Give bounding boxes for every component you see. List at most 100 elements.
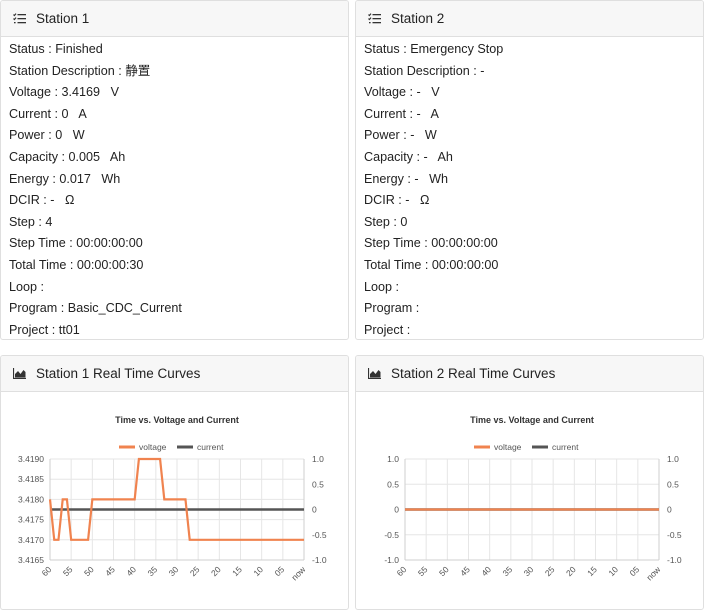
info-unit: Ah bbox=[437, 149, 453, 164]
info-separator: : bbox=[403, 171, 415, 186]
info-unit: A bbox=[78, 106, 87, 121]
info-row: Program : bbox=[356, 298, 703, 320]
info-label: Capacity bbox=[364, 149, 413, 164]
list-check-icon bbox=[13, 13, 26, 24]
info-label: Station Description bbox=[9, 63, 115, 78]
y-left-tick-label: 3.4185 bbox=[18, 474, 44, 484]
x-tick-label: 20 bbox=[209, 564, 223, 578]
legend-voltage-label[interactable]: voltage bbox=[139, 442, 167, 452]
info-unit: Ah bbox=[109, 149, 126, 164]
info-value: 00:00:00:00 bbox=[76, 236, 143, 251]
x-tick-label: 50 bbox=[82, 564, 96, 578]
info-label: Current bbox=[364, 106, 406, 121]
area-chart-icon bbox=[368, 368, 381, 379]
station2-card: Station 2 Status : Emergency Stop Station… bbox=[355, 0, 704, 340]
info-value: - bbox=[414, 171, 419, 186]
x-tick-label: 35 bbox=[145, 564, 159, 578]
info-separator: : bbox=[66, 257, 77, 272]
info-row: Total Time : 00:00:00:30 bbox=[1, 255, 348, 277]
info-spacer bbox=[100, 85, 111, 99]
info-label: Loop bbox=[364, 279, 393, 294]
info-label: Power bbox=[9, 128, 45, 143]
info-value: - bbox=[50, 193, 55, 208]
y-left-tick-label: -0.5 bbox=[384, 530, 399, 540]
info-row: Project : bbox=[356, 320, 703, 339]
x-tick-label: 55 bbox=[416, 564, 430, 578]
info-value: Basic_CDC_Current bbox=[67, 301, 182, 316]
station1-header: Station 1 bbox=[1, 1, 348, 37]
y-left-tick-label: 3.4180 bbox=[18, 494, 44, 504]
info-separator: : bbox=[48, 171, 60, 186]
info-row: Step : 4 bbox=[1, 212, 348, 234]
info-label: Station Description bbox=[364, 63, 470, 78]
chart-title: Time vs. Voltage and Current bbox=[470, 415, 594, 425]
x-tick-label: 40 bbox=[124, 564, 138, 578]
info-label: Loop bbox=[9, 279, 38, 294]
info-value: 0.017 bbox=[59, 171, 91, 186]
info-value: - bbox=[416, 106, 421, 121]
info-row: DCIR : - Ω bbox=[356, 190, 703, 212]
info-label: DCIR bbox=[9, 193, 40, 208]
info-value: tt01 bbox=[58, 322, 80, 337]
x-tick-label: 50 bbox=[437, 564, 451, 578]
info-unit: Ω bbox=[420, 193, 430, 208]
y-right-tick-label: 0 bbox=[312, 505, 317, 515]
legend-current-label[interactable]: current bbox=[552, 442, 579, 452]
station1-title: Station 1 bbox=[36, 11, 90, 26]
y-right-tick-label: -0.5 bbox=[667, 530, 682, 540]
y-left-tick-label: 3.4190 bbox=[18, 454, 44, 464]
y-left-tick-label: -1.0 bbox=[384, 555, 399, 565]
info-spacer bbox=[419, 172, 430, 186]
info-spacer bbox=[69, 107, 79, 121]
info-separator: : bbox=[37, 279, 48, 294]
info-row: Energy : 0.017 Wh bbox=[1, 169, 348, 191]
x-tick-label: 25 bbox=[188, 564, 202, 578]
info-value: 0 bbox=[400, 214, 408, 229]
info-separator: : bbox=[51, 85, 62, 100]
info-label: Total Time bbox=[364, 257, 422, 272]
y-left-tick-label: 1.0 bbox=[387, 454, 399, 464]
info-spacer bbox=[421, 85, 432, 99]
info-unit: Wh bbox=[101, 171, 121, 186]
info-label: Energy bbox=[364, 171, 404, 186]
info-label: Status bbox=[9, 42, 45, 56]
info-label: Project bbox=[9, 322, 49, 337]
series-line-voltage bbox=[48, 457, 304, 541]
info-row: Status : Finished bbox=[1, 39, 348, 61]
info-value: 静置 bbox=[125, 63, 151, 78]
info-value: 3.4169 bbox=[61, 85, 101, 100]
info-separator: : bbox=[406, 106, 417, 121]
x-tick-label: 60 bbox=[40, 564, 54, 578]
info-value: 0 bbox=[55, 128, 63, 143]
info-separator: : bbox=[51, 106, 62, 121]
info-separator: : bbox=[392, 279, 403, 294]
info-separator: : bbox=[39, 193, 51, 208]
info-spacer bbox=[421, 107, 431, 121]
x-tick-label: 35 bbox=[500, 564, 514, 578]
info-label: Total Time bbox=[9, 257, 67, 272]
info-separator: : bbox=[412, 301, 423, 316]
info-separator: : bbox=[57, 301, 68, 316]
x-tick-label: 05 bbox=[272, 564, 286, 578]
info-row: Status : Emergency Stop bbox=[356, 39, 703, 61]
info-row: Energy : - Wh bbox=[356, 169, 703, 191]
area-chart-icon bbox=[13, 368, 26, 379]
info-separator: : bbox=[114, 63, 126, 78]
info-value: 00:00:00:00 bbox=[431, 257, 499, 272]
info-unit: V bbox=[110, 85, 119, 100]
info-row: Step : 0 bbox=[356, 212, 703, 234]
y-left-tick-label: 3.4170 bbox=[18, 535, 44, 545]
x-tick-label: 20 bbox=[564, 564, 578, 578]
info-label: Step bbox=[9, 214, 35, 229]
info-label: Power bbox=[364, 128, 400, 143]
info-separator: : bbox=[421, 257, 432, 272]
legend-voltage-label[interactable]: voltage bbox=[494, 442, 522, 452]
info-value: 4 bbox=[45, 214, 53, 229]
legend-current-label[interactable]: current bbox=[197, 442, 224, 452]
info-row: Step Time : 00:00:00:00 bbox=[356, 233, 703, 255]
x-tick-label: 10 bbox=[251, 564, 265, 578]
info-row: Power : - W bbox=[356, 125, 703, 147]
y-right-tick-label: 0 bbox=[667, 505, 672, 515]
info-unit: Ω bbox=[65, 193, 75, 208]
y-left-tick-label: 3.4165 bbox=[18, 555, 44, 565]
